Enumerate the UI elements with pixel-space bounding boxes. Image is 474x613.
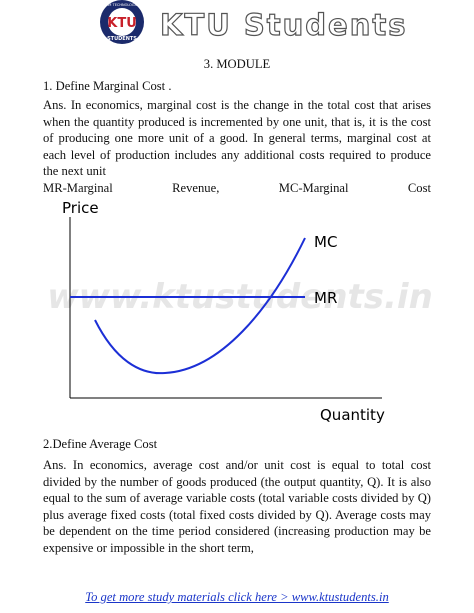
diagram: Price MC MR Quantity: [62, 199, 385, 424]
logo-text: KTU: [107, 16, 137, 31]
legend-note: MR-Marginal Revenue, MC-Marginal Cost: [43, 181, 431, 195]
question-heading: 1. Define Marginal Cost .: [43, 79, 172, 93]
header-title: KTU Students: [160, 8, 408, 42]
answer-paragraph: Ans. In economics, marginal cost is the …: [43, 98, 431, 179]
logo: APJ ABDUL KALAM TECHNOLOGICAL UNIVERSITY…: [80, 0, 166, 44]
x-axis-label: Quantity: [320, 406, 385, 424]
footer-link[interactable]: To get more study materials click here >…: [85, 590, 389, 604]
answer-paragraph: Ans. In economics, average cost and/or u…: [43, 458, 431, 555]
mr-label: MR: [314, 289, 337, 307]
logo-ring-text: APJ ABDUL KALAM TECHNOLOGICAL UNIVERSITY: [80, 3, 166, 7]
logo-subtext: STUDENTS: [107, 36, 137, 42]
module-heading: 3. MODULE: [203, 57, 271, 71]
logo-inner: [108, 8, 136, 36]
question-heading: 2.Define Average Cost: [43, 437, 158, 451]
mc-label: MC: [314, 233, 337, 251]
y-axis-label: Price: [62, 199, 99, 217]
mc-curve: [94, 237, 306, 375]
